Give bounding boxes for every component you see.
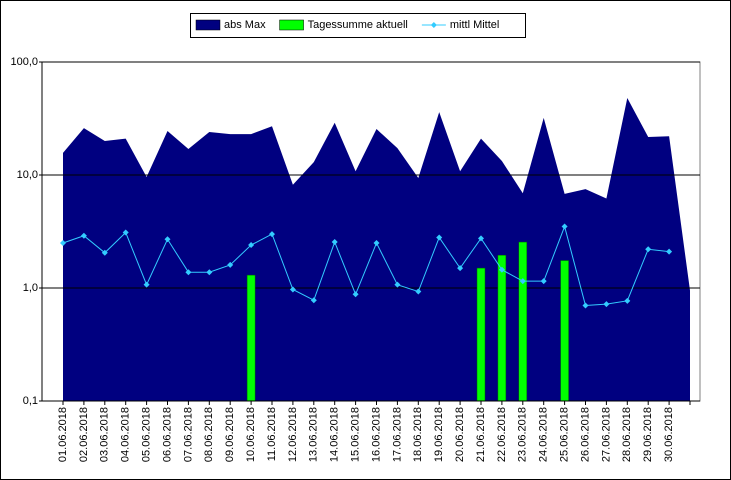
x-tick-label: 18.06.2018 bbox=[412, 407, 424, 462]
line bbox=[62, 224, 670, 307]
marker bbox=[582, 302, 589, 309]
marker bbox=[415, 288, 422, 295]
bar bbox=[497, 254, 507, 402]
x-tick-label: 03.06.2018 bbox=[99, 407, 111, 462]
x-tick-label: 16.06.2018 bbox=[370, 407, 382, 462]
legend-label: mittl Mittel bbox=[450, 19, 500, 31]
marker bbox=[289, 286, 296, 293]
marker bbox=[164, 236, 171, 243]
y-tick-label: 0,1 bbox=[23, 395, 38, 407]
x-tick-label: 15.06.2018 bbox=[350, 407, 362, 462]
marker bbox=[60, 240, 66, 247]
marker bbox=[206, 269, 213, 276]
x-tick-label: 30.06.2018 bbox=[663, 407, 675, 462]
x-tick-label: 08.06.2018 bbox=[203, 407, 215, 462]
marker bbox=[478, 235, 484, 242]
x-tick-label: 12.06.2018 bbox=[287, 407, 299, 462]
x-tick-label: 26.06.2018 bbox=[579, 407, 591, 462]
marker bbox=[519, 278, 526, 285]
legend-swatch bbox=[430, 22, 437, 28]
marker bbox=[457, 265, 464, 272]
marker bbox=[248, 242, 255, 249]
legend-box bbox=[190, 13, 526, 38]
x-tick-label: 23.06.2018 bbox=[517, 407, 529, 462]
x-tick-label: 13.06.2018 bbox=[308, 407, 320, 462]
x-tick-label: 04.06.2018 bbox=[120, 407, 132, 462]
x-tick-label: 24.06.2018 bbox=[538, 407, 550, 462]
marker bbox=[227, 261, 234, 268]
y-tick-label: 10,0 bbox=[17, 169, 38, 181]
x-tick-label: 07.06.2018 bbox=[182, 407, 194, 462]
x-tick-label: 21.06.2018 bbox=[475, 407, 487, 462]
marker bbox=[561, 223, 568, 230]
x-tick-label: 22.06.2018 bbox=[496, 407, 508, 462]
marker bbox=[603, 301, 610, 308]
bar bbox=[518, 241, 528, 402]
marker bbox=[540, 278, 547, 285]
x-tick-label: 19.06.2018 bbox=[433, 407, 445, 462]
x-tick-label: 11.06.2018 bbox=[266, 407, 278, 461]
x-tick-label: 28.06.2018 bbox=[621, 407, 633, 462]
marker bbox=[80, 232, 87, 239]
marker bbox=[624, 297, 631, 304]
marker bbox=[352, 291, 359, 298]
legend-label: abs Max bbox=[224, 19, 266, 31]
marker bbox=[310, 297, 317, 304]
marker bbox=[331, 239, 338, 246]
y-tick-label: 100,0 bbox=[10, 56, 38, 68]
x-tick-label: 09.06.2018 bbox=[224, 407, 236, 462]
bar bbox=[246, 274, 256, 402]
x-tick-label: 01.06.2018 bbox=[57, 407, 69, 462]
x-tick-label: 29.06.2018 bbox=[642, 407, 654, 462]
marker bbox=[645, 246, 652, 253]
y-tick-label: 1,0 bbox=[23, 282, 38, 294]
marker bbox=[101, 249, 108, 256]
marker bbox=[498, 266, 505, 273]
marker bbox=[373, 240, 380, 247]
marker bbox=[394, 281, 401, 288]
marker bbox=[143, 281, 150, 288]
legend-label: Tagessumme aktuell bbox=[308, 19, 408, 31]
marker bbox=[122, 229, 129, 236]
marker bbox=[269, 231, 275, 238]
x-tick-label: 17.06.2018 bbox=[391, 407, 403, 462]
legend-swatch bbox=[195, 19, 221, 31]
legend: abs Max Tagessumme aktuell mittl Mittel bbox=[190, 13, 526, 38]
x-tick-label: 06.06.2018 bbox=[161, 407, 173, 462]
x-tick-label: 25.06.2018 bbox=[559, 407, 571, 462]
x-tick-label: 10.06.2018 bbox=[245, 407, 257, 462]
marker bbox=[666, 248, 673, 255]
x-tick-label: 14.06.2018 bbox=[329, 407, 341, 462]
x-tick-label: 02.06.2018 bbox=[78, 407, 90, 462]
marker bbox=[436, 234, 443, 241]
x-tick-label: 27.06.2018 bbox=[600, 407, 612, 462]
x-tick-label: 20.06.2018 bbox=[454, 407, 466, 462]
marker bbox=[185, 269, 192, 276]
legend-swatch bbox=[279, 19, 304, 31]
area bbox=[63, 98, 690, 401]
bar bbox=[560, 260, 569, 402]
bar bbox=[476, 267, 486, 402]
x-tick-label: 05.06.2018 bbox=[141, 407, 153, 462]
